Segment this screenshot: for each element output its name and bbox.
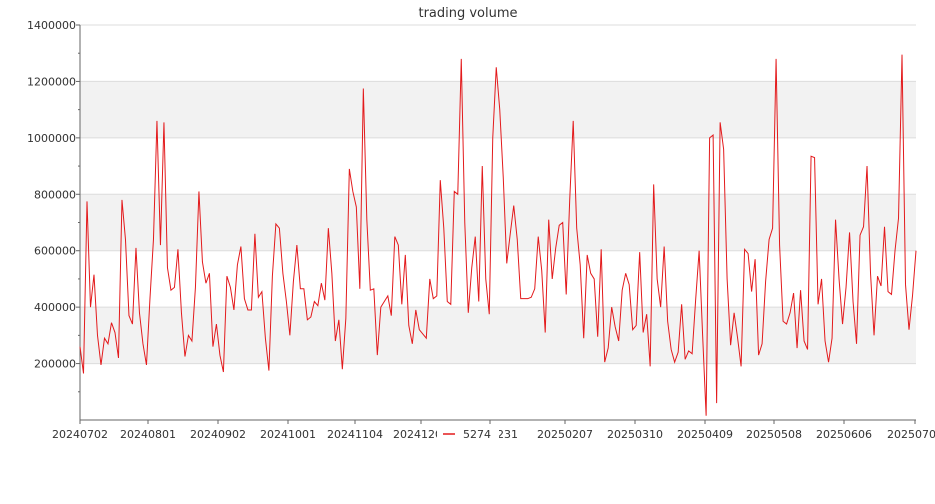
chart-title: trading volume xyxy=(418,6,517,21)
legend-label: 5274 xyxy=(463,428,491,441)
x-tick-label: 20250606 xyxy=(816,428,872,441)
background-band xyxy=(80,307,916,364)
legend-background xyxy=(437,425,499,443)
series-group xyxy=(79,54,917,416)
background-band xyxy=(80,194,916,251)
y-tick-label: 400000 xyxy=(34,301,76,314)
x-tick-label: 20240801 xyxy=(120,428,176,441)
y-tick-label: 800000 xyxy=(34,188,76,201)
y-tick-label: 1000000 xyxy=(27,132,76,145)
background-bands xyxy=(80,81,916,364)
x-tick-label: 20241104 xyxy=(327,428,383,441)
x-tick-label: 20240702 xyxy=(52,428,108,441)
legend[interactable]: 5274 xyxy=(437,425,499,443)
series-line-5274 xyxy=(79,54,917,416)
x-tick-label: 20241001 xyxy=(260,428,316,441)
y-tick-label: 600000 xyxy=(34,245,76,258)
x-tick-label: 20250508 xyxy=(746,428,802,441)
x-tick-label: 20240902 xyxy=(190,428,246,441)
y-tick-label: 1200000 xyxy=(27,75,76,88)
y-tick-label: 1400000 xyxy=(27,19,76,32)
y-axis-ticks: 200000 400000 600000 800000 1000000 1200000 14… xyxy=(27,19,80,393)
x-tick-label: 20250409 xyxy=(677,428,733,441)
x-axis-ticks: 20240702 20240801 20240902 20241001 20241104… xyxy=(52,420,935,441)
x-tick-label: 20250704 xyxy=(887,428,935,441)
y-tick-label: 200000 xyxy=(34,358,76,371)
x-tick-label: 20250207 xyxy=(537,428,593,441)
x-tick-label: 20241202 xyxy=(393,428,449,441)
x-tick-label: 20250310 xyxy=(607,428,663,441)
